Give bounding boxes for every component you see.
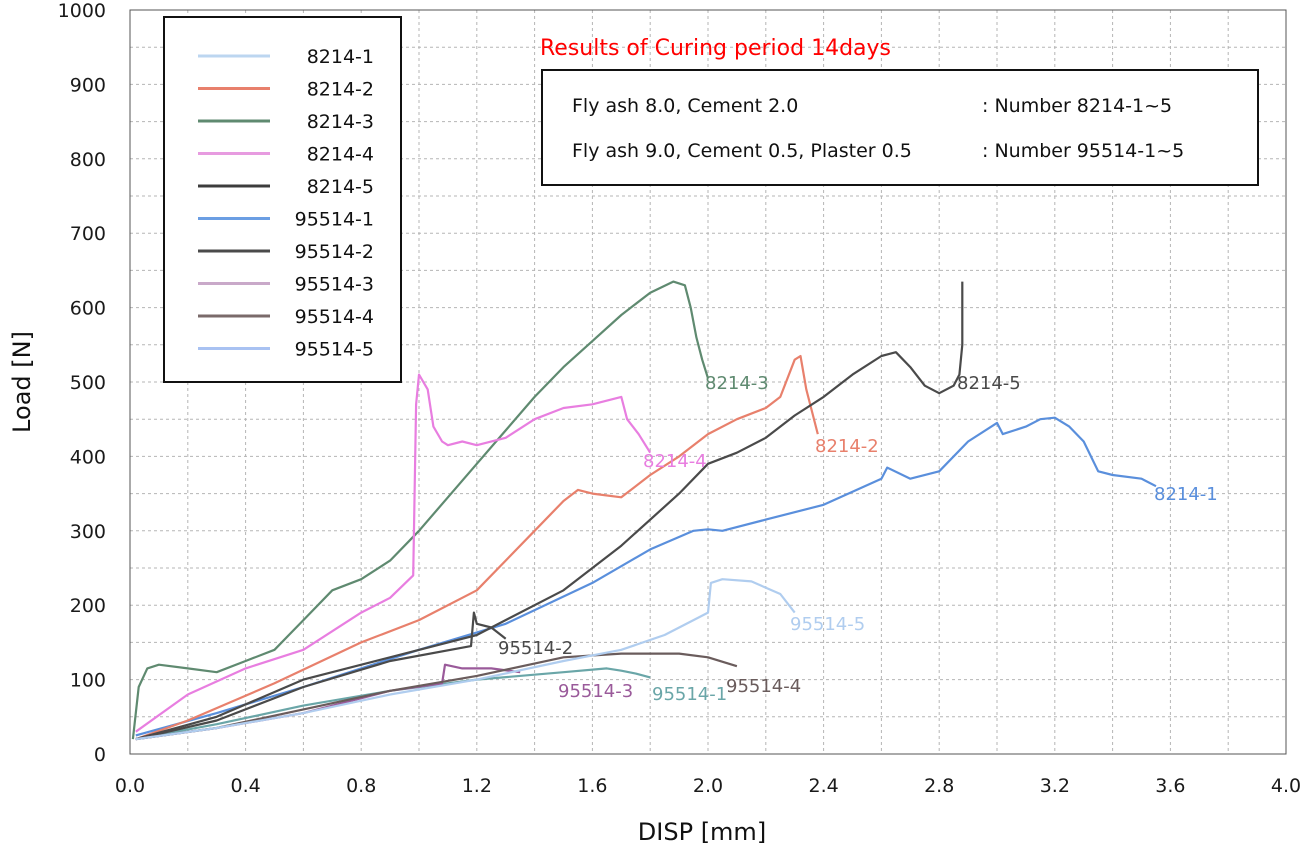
x-tick-label: 0.4	[230, 775, 260, 797]
x-tick-label: 0.8	[346, 775, 376, 797]
info-line-1-left: Fly ash 8.0, Cement 2.0	[572, 95, 798, 117]
legend-label-8214-5: 8214-5	[307, 176, 374, 198]
y-axis-ticks: 0 100 200 300 400 500 600 700 800 900 1000	[58, 0, 106, 766]
y-tick-label: 700	[70, 223, 106, 245]
series-annotation-95514-4: 95514-4	[726, 676, 801, 697]
info-box-frame	[541, 69, 1259, 186]
series-line-8214-2	[135, 354, 819, 741]
y-tick-label: 900	[70, 74, 106, 96]
x-tick-label: 3.6	[1155, 775, 1185, 797]
chart-title: Results of Curing period 14days	[540, 36, 891, 61]
series-annotation-95514-3: 95514-3	[558, 681, 633, 702]
legend-label-8214-3: 8214-3	[307, 111, 374, 133]
plot-frame	[129, 9, 1287, 755]
series-annotation-8214-2: 8214-2	[815, 436, 879, 457]
legend-frame	[163, 16, 402, 383]
series-line-8214-3	[131, 280, 710, 740]
x-axis-title: DISP [mm]	[638, 818, 766, 846]
legend-label-95514-3: 95514-3	[295, 274, 374, 296]
x-tick-label: 0.0	[115, 775, 145, 797]
legend-label-95514-1: 95514-1	[295, 209, 374, 231]
x-tick-label: 2.4	[808, 775, 838, 797]
y-tick-label: 100	[70, 670, 106, 692]
series-annotation-8214-1: 8214-1	[1154, 484, 1218, 505]
series-annotation-95514-1: 95514-1	[652, 684, 727, 705]
legend-label-95514-2: 95514-2	[295, 241, 374, 263]
series-annotations: 8214-18214-28214-38214-48214-595514-1955…	[498, 373, 1218, 705]
y-axis-title: Load [N]	[8, 331, 36, 433]
x-tick-label: 2.8	[924, 775, 954, 797]
series-line-8214-1	[135, 416, 1157, 737]
legend-label-8214-4: 8214-4	[307, 144, 374, 166]
x-axis-ticks: 0.0 0.4 0.8 1.2 1.6 2.0 2.4 2.8 3.2 3.6 4.0	[115, 775, 1301, 797]
y-tick-label: 500	[70, 372, 106, 394]
y-tick-label: 300	[70, 521, 106, 543]
y-tick-label: 400	[70, 446, 106, 468]
x-tick-label: 1.6	[577, 775, 607, 797]
series-annotation-8214-5: 8214-5	[957, 373, 1021, 394]
series-line-95514-4	[135, 652, 738, 741]
legend-label-95514-5: 95514-5	[295, 339, 374, 361]
y-tick-label: 1000	[58, 0, 106, 22]
series-annotation-8214-4: 8214-4	[643, 451, 707, 472]
series-line-95514-1	[135, 667, 651, 741]
y-tick-label: 0	[94, 744, 106, 766]
legend-label-8214-1: 8214-1	[307, 46, 374, 68]
legend-label-8214-2: 8214-2	[307, 79, 374, 101]
y-tick-label: 800	[70, 149, 106, 171]
info-line-2-right: : Number 95514-1~5	[982, 140, 1184, 162]
x-tick-label: 1.2	[462, 775, 492, 797]
x-tick-label: 4.0	[1271, 775, 1301, 797]
y-tick-label: 600	[70, 298, 106, 320]
info-line-2-left: Fly ash 9.0, Cement 0.5, Plaster 0.5	[572, 140, 912, 162]
series-annotation-95514-5: 95514-5	[790, 614, 865, 635]
legend: 8214-1 8214-2 8214-3 8214-4 8214-5 95514-1 955…	[163, 16, 402, 383]
series-line-8214-4	[135, 373, 652, 733]
series-line-8214-5	[135, 281, 964, 741]
series-lines	[131, 280, 1157, 741]
legend-label-95514-4: 95514-4	[295, 306, 374, 328]
x-tick-label: 3.2	[1040, 775, 1070, 797]
info-box: Fly ash 8.0, Cement 2.0 : Number 8214-1~…	[541, 69, 1259, 186]
series-annotation-8214-3: 8214-3	[705, 373, 769, 394]
series-line-95514-2	[135, 611, 507, 741]
series-annotation-95514-2: 95514-2	[498, 638, 573, 659]
info-line-1-right: : Number 8214-1~5	[982, 95, 1172, 117]
series-line-95514-5	[135, 578, 796, 741]
x-tick-label: 2.0	[693, 775, 723, 797]
y-tick-label: 200	[70, 595, 106, 617]
